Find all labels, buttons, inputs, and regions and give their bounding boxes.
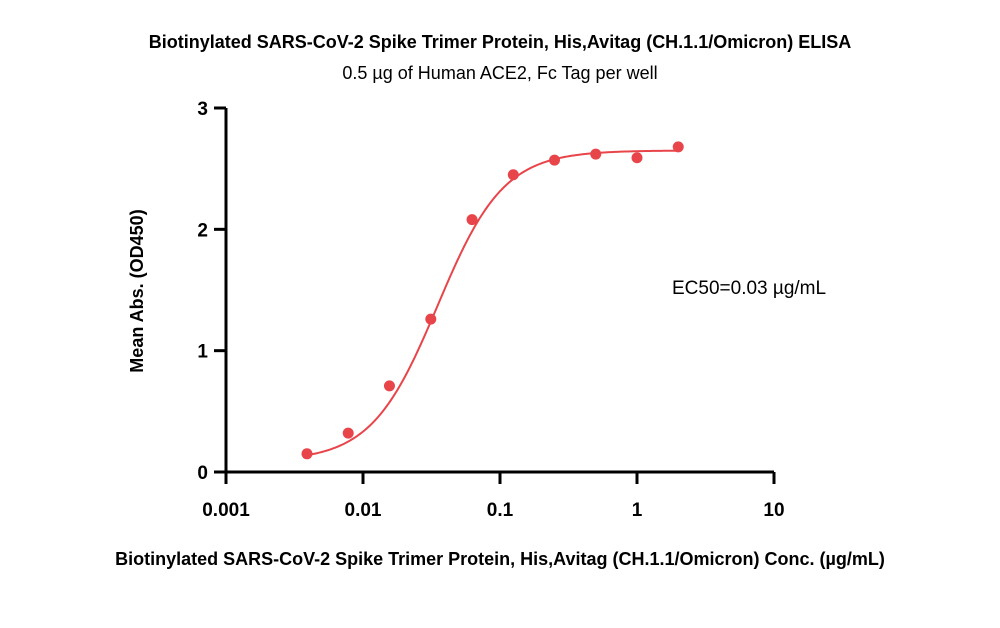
- x-axis-label: Biotinylated SARS-CoV-2 Spike Trimer Pro…: [115, 549, 885, 569]
- data-point: [590, 148, 602, 160]
- fit-curve: [306, 149, 679, 457]
- data-point: [301, 448, 313, 460]
- x-tick-label: 0.1: [487, 500, 514, 521]
- y-tick-label: 2: [197, 220, 208, 241]
- data-point: [425, 313, 437, 325]
- ec50-annotation: EC50=0.03 µg/mL: [672, 278, 826, 299]
- x-tick-label: 0.001: [202, 500, 250, 521]
- data-point: [631, 152, 643, 164]
- data-point: [672, 141, 684, 153]
- x-axis: 0.001 0.01 0.1 1 10: [202, 470, 785, 521]
- data-point: [507, 169, 519, 181]
- data-point: [466, 214, 478, 226]
- chart-subtitle: 0.5 µg of Human ACE2, Fc Tag per well: [342, 63, 657, 83]
- y-tick-label: 1: [197, 342, 208, 363]
- data-point: [342, 427, 354, 439]
- x-tick-label: 10: [763, 500, 784, 521]
- data-point: [549, 154, 561, 166]
- y-tick-label: 0: [197, 463, 208, 484]
- x-tick-label: 0.01: [345, 500, 382, 521]
- y-axis: 0 1 2 3: [197, 99, 228, 484]
- data-points: [301, 141, 684, 460]
- chart-title: Biotinylated SARS-CoV-2 Spike Trimer Pro…: [149, 32, 851, 52]
- x-tick-label: 1: [632, 500, 643, 521]
- y-axis-label: Mean Abs. (OD450): [127, 209, 147, 372]
- data-point: [383, 380, 395, 392]
- y-tick-label: 3: [197, 99, 208, 120]
